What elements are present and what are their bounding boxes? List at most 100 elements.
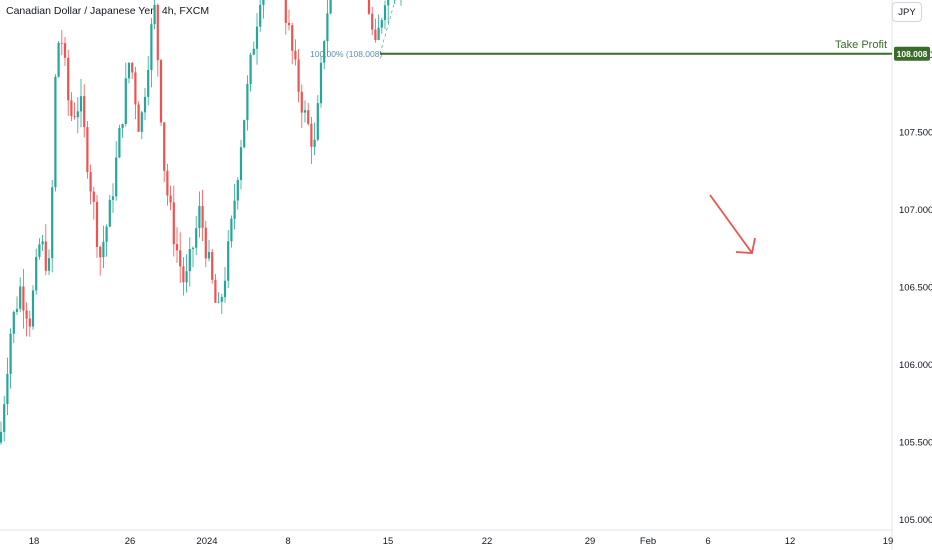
price-tag-label: 108.008 bbox=[897, 49, 928, 59]
candle-body bbox=[102, 241, 105, 258]
x-tick-label: 15 bbox=[383, 536, 394, 547]
candle-body bbox=[262, 0, 265, 5]
candle-body bbox=[303, 110, 307, 113]
candle-body bbox=[9, 333, 12, 374]
candle-body bbox=[127, 62, 131, 79]
candle-body bbox=[83, 96, 86, 128]
candle-body bbox=[227, 241, 230, 281]
level-label-take-profit: Take Profit bbox=[835, 39, 887, 51]
candle-body bbox=[371, 13, 374, 30]
candle-body bbox=[76, 111, 79, 118]
candle-body bbox=[316, 103, 319, 140]
y-tick-label: 106.000 bbox=[899, 360, 932, 371]
candle-body bbox=[3, 404, 6, 432]
x-tick-label: 6 bbox=[705, 536, 710, 547]
candle-body bbox=[118, 127, 121, 158]
candle-body bbox=[383, 5, 387, 20]
candle-body bbox=[79, 96, 83, 112]
candle-body bbox=[233, 200, 236, 219]
candle-body bbox=[198, 206, 201, 229]
candle-body bbox=[291, 25, 294, 51]
candle-body bbox=[313, 139, 316, 147]
y-tick-label: 105.000 bbox=[899, 515, 932, 526]
candle-body bbox=[367, 0, 371, 14]
candle-body bbox=[223, 280, 227, 298]
candle-body bbox=[191, 247, 195, 250]
candle-body bbox=[153, 4, 156, 25]
candle-body bbox=[54, 76, 57, 188]
candle-body bbox=[214, 279, 217, 303]
candle-body bbox=[246, 83, 249, 121]
candle-body bbox=[44, 241, 47, 271]
candle-body bbox=[124, 78, 127, 125]
candle-body bbox=[243, 120, 246, 148]
candle-body bbox=[217, 301, 220, 303]
candle-body bbox=[111, 196, 115, 200]
candle-body bbox=[131, 62, 134, 73]
candle-body bbox=[38, 244, 41, 257]
candle-body bbox=[63, 43, 67, 58]
candle-body bbox=[47, 258, 51, 271]
y-tick-label: 106.500 bbox=[899, 283, 932, 294]
candle-body bbox=[188, 249, 191, 272]
x-tick-label: 29 bbox=[585, 536, 596, 547]
candle-body bbox=[374, 29, 377, 40]
candle-body bbox=[319, 62, 323, 104]
candle-body bbox=[12, 311, 15, 334]
x-tick-label: 26 bbox=[125, 536, 136, 547]
candle-body bbox=[19, 286, 22, 309]
candle-body bbox=[156, 4, 159, 61]
candle-body bbox=[35, 256, 38, 291]
candle-body bbox=[307, 110, 310, 124]
candle-body bbox=[287, 22, 291, 26]
candle-body bbox=[95, 201, 99, 248]
candle-body bbox=[310, 123, 313, 147]
candle-body bbox=[387, 0, 390, 6]
candle-body bbox=[297, 59, 300, 92]
candle-body bbox=[6, 373, 9, 405]
candle-body bbox=[108, 199, 111, 227]
candle-body bbox=[51, 187, 54, 259]
candle-body bbox=[323, 41, 326, 63]
candle-body bbox=[211, 252, 214, 280]
candle-body bbox=[326, 13, 329, 42]
candle-body bbox=[163, 122, 166, 171]
candle-body bbox=[179, 250, 182, 267]
candle-body bbox=[207, 252, 211, 259]
x-tick-label: 19 bbox=[883, 536, 894, 547]
x-tick-label: 12 bbox=[785, 536, 796, 547]
candle-body bbox=[259, 4, 262, 27]
candle-body bbox=[89, 172, 92, 192]
candle-body bbox=[249, 54, 252, 84]
x-tick-label: 8 bbox=[285, 536, 290, 547]
candle-body bbox=[166, 170, 169, 196]
y-tick-label: 107.000 bbox=[899, 205, 932, 216]
x-tick-label: 18 bbox=[29, 536, 40, 547]
candle-body bbox=[159, 60, 163, 123]
fib-level-label: 100.00% (108.008) bbox=[310, 49, 382, 59]
x-tick-label: 2024 bbox=[196, 536, 217, 547]
candle-body bbox=[377, 27, 380, 40]
candle-body bbox=[175, 244, 179, 251]
candle-body bbox=[230, 218, 233, 242]
candle-body bbox=[147, 69, 150, 97]
candle-body bbox=[25, 310, 28, 319]
candle-body bbox=[185, 271, 188, 283]
candle-body bbox=[172, 202, 175, 245]
y-tick-label: 107.500 bbox=[899, 128, 932, 139]
candle-body bbox=[70, 100, 73, 117]
candle-body bbox=[67, 57, 70, 101]
candle-body bbox=[92, 191, 95, 202]
candle-body bbox=[294, 50, 297, 60]
candle-body bbox=[252, 48, 255, 55]
candle-body bbox=[121, 124, 124, 128]
candle-body bbox=[150, 24, 153, 70]
candle-body bbox=[201, 206, 204, 228]
candle-body bbox=[99, 247, 102, 258]
candle-body bbox=[182, 266, 185, 283]
candle-body bbox=[0, 431, 3, 443]
candle-body bbox=[204, 227, 207, 259]
candle-body bbox=[380, 19, 383, 28]
sell-arrow-shaft bbox=[709, 194, 753, 254]
